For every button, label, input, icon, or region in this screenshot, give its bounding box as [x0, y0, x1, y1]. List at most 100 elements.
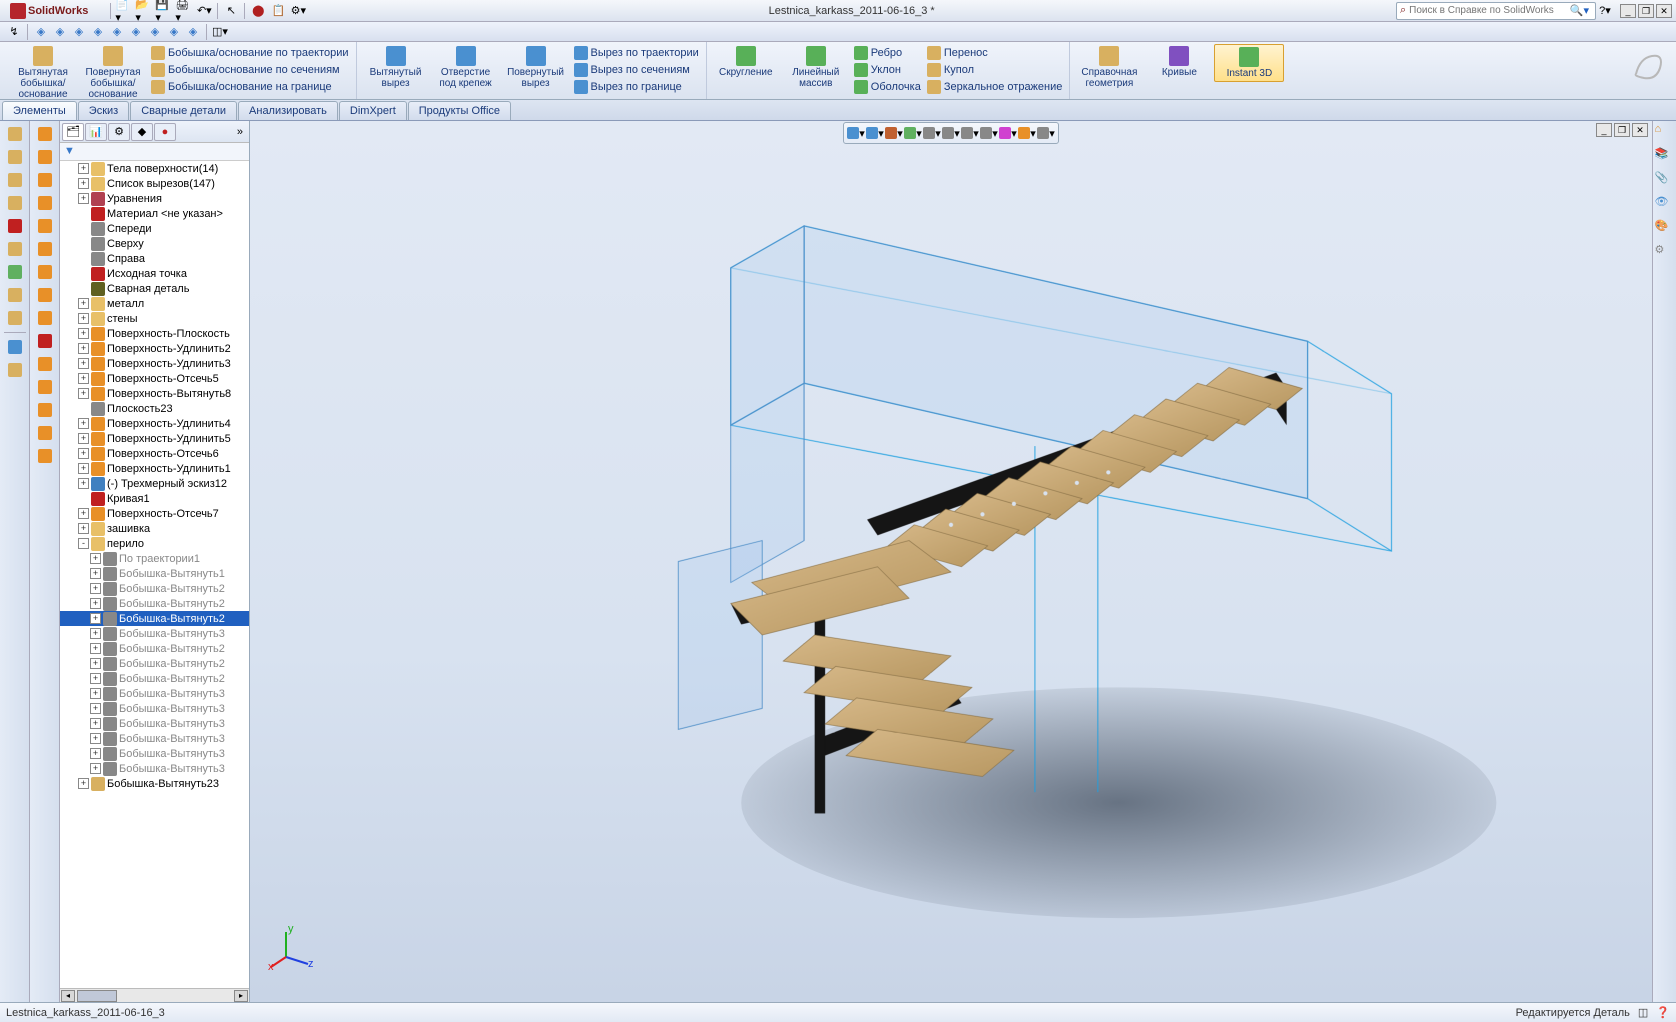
expand-icon[interactable]: + — [90, 688, 101, 699]
command-tab[interactable]: Эскиз — [78, 101, 129, 120]
dropdown-icon[interactable]: ◫▾ — [212, 24, 228, 40]
expand-icon[interactable] — [78, 403, 89, 414]
expand-icon[interactable]: + — [78, 178, 89, 189]
tree-item[interactable]: + Бобышка-Вытянуть3 — [60, 626, 249, 641]
tree-item[interactable]: + Поверхность-Вытянуть8 — [60, 386, 249, 401]
open-file-icon[interactable]: 📂▾ — [135, 2, 153, 20]
tree-item[interactable]: + Поверхность-Отсечь7 — [60, 506, 249, 521]
search-input[interactable] — [1409, 5, 1570, 16]
ribbon-button[interactable]: Вырез по границе — [571, 78, 702, 95]
ribbon-button[interactable]: Отверстие под крепеж — [431, 44, 501, 91]
ribbon-button[interactable]: Оболочка — [851, 78, 924, 95]
tree-item[interactable]: + Тела поверхности(14) — [60, 161, 249, 176]
new-file-icon[interactable]: 📄▾ — [115, 2, 133, 20]
expand-icon[interactable]: + — [78, 523, 89, 534]
tree-item[interactable]: + Бобышка-Вытянуть2 — [60, 671, 249, 686]
tree-item[interactable]: + Бобышка-Вытянуть2 — [60, 581, 249, 596]
tree-item[interactable]: + Бобышка-Вытянуть1 — [60, 566, 249, 581]
ribbon-button[interactable]: Перенос — [924, 44, 1066, 61]
tree-item[interactable]: + Бобышка-Вытянуть23 — [60, 776, 249, 791]
tool-icon[interactable] — [4, 123, 26, 145]
command-tab[interactable]: Продукты Office — [408, 101, 511, 120]
expand-icon[interactable]: + — [78, 193, 89, 204]
home-icon[interactable]: ⌂ — [1655, 123, 1675, 143]
clip-icon[interactable]: 📎 — [1655, 171, 1675, 191]
cube-icon[interactable]: ◈ — [90, 24, 106, 40]
config-tab[interactable]: ⚙ — [108, 123, 130, 141]
cube-icon[interactable]: ◈ — [185, 24, 201, 40]
tool-icon[interactable] — [4, 336, 26, 358]
save-icon[interactable]: 💾▾ — [155, 2, 173, 20]
tree-item[interactable]: + Поверхность-Удлинить3 — [60, 356, 249, 371]
expand-icon[interactable]: + — [78, 373, 89, 384]
status-icon[interactable]: ❓ — [1656, 1006, 1670, 1019]
tool-icon[interactable] — [4, 261, 26, 283]
expand-icon[interactable] — [78, 283, 89, 294]
tool-icon[interactable] — [4, 146, 26, 168]
cube-icon[interactable]: ◈ — [33, 24, 49, 40]
tool-icon[interactable] — [34, 261, 56, 283]
minimize-button[interactable]: _ — [1620, 4, 1636, 18]
expand-icon[interactable]: + — [78, 778, 89, 789]
tree-item[interactable]: + Поверхность-Удлинить5 — [60, 431, 249, 446]
tool-icon[interactable] — [34, 192, 56, 214]
expand-icon[interactable]: + — [78, 433, 89, 444]
expand-icon[interactable]: + — [90, 613, 101, 624]
expand-icon[interactable]: + — [90, 553, 101, 564]
tree-item[interactable]: + (-) Трехмерный эскиз12 — [60, 476, 249, 491]
appear-icon[interactable]: 🎨 — [1655, 219, 1675, 239]
tree-item[interactable]: + Бобышка-Вытянуть3 — [60, 761, 249, 776]
tree-item[interactable]: Сварная деталь — [60, 281, 249, 296]
tool-icon[interactable] — [34, 353, 56, 375]
expand-icon[interactable] — [78, 268, 89, 279]
tool-icon[interactable] — [34, 376, 56, 398]
expand-icon[interactable]: + — [90, 658, 101, 669]
cube-icon[interactable]: ◈ — [52, 24, 68, 40]
tab-5[interactable]: ● — [154, 123, 176, 141]
ribbon-button[interactable]: Повернутая бобышка/основание — [78, 44, 148, 102]
options-icon[interactable]: 📋 — [269, 2, 287, 20]
ribbon-button[interactable]: Бобышка/основание по траектории — [148, 44, 352, 61]
select-icon[interactable]: ↖ — [222, 2, 240, 20]
tool-icon[interactable] — [34, 307, 56, 329]
expand-icon[interactable]: + — [78, 313, 89, 324]
ribbon-button[interactable]: Вытянутый вырез — [361, 44, 431, 91]
cube-icon[interactable]: ◈ — [147, 24, 163, 40]
search-go-icon[interactable]: 🔍▾ — [1570, 4, 1589, 17]
ribbon-button[interactable]: Ребро — [851, 44, 924, 61]
ribbon-button[interactable]: Купол — [924, 61, 1066, 78]
filter-icon[interactable]: ▼ — [64, 145, 78, 159]
undo-icon[interactable]: ↶▾ — [195, 2, 213, 20]
expand-icon[interactable]: + — [78, 508, 89, 519]
tool-icon[interactable] — [34, 215, 56, 237]
tool-icon[interactable] — [4, 307, 26, 329]
tree-item[interactable]: + Поверхность-Отсечь6 — [60, 446, 249, 461]
expand-icon[interactable]: + — [78, 328, 89, 339]
tree-item[interactable]: + зашивка — [60, 521, 249, 536]
feature-tree-tab[interactable]: 🗂 — [62, 123, 84, 141]
tree-item[interactable]: + Поверхность-Удлинить4 — [60, 416, 249, 431]
expand-icon[interactable]: + — [78, 388, 89, 399]
tool-icon[interactable] — [34, 146, 56, 168]
tree-item[interactable]: + Бобышка-Вытянуть3 — [60, 701, 249, 716]
expand-icon[interactable]: + — [78, 478, 89, 489]
ribbon-button[interactable]: Instant 3D — [1214, 44, 1284, 82]
tree-item[interactable]: - перило — [60, 536, 249, 551]
expand-icon[interactable]: + — [90, 763, 101, 774]
tree-item[interactable]: Сверху — [60, 236, 249, 251]
tool-icon[interactable] — [34, 422, 56, 444]
property-tab[interactable]: 📊 — [85, 123, 107, 141]
status-icon[interactable]: ◫ — [1638, 1006, 1648, 1019]
tree-item[interactable]: + Бобышка-Вытянуть3 — [60, 746, 249, 761]
library-icon[interactable]: 📚 — [1655, 147, 1675, 167]
command-tab[interactable]: Анализировать — [238, 101, 338, 120]
tool-icon[interactable] — [34, 330, 56, 352]
ribbon-button[interactable]: Вырез по траектории — [571, 44, 702, 61]
tree-item[interactable]: + Список вырезов(147) — [60, 176, 249, 191]
expand-icon[interactable]: - — [78, 538, 89, 549]
tree-item[interactable]: + Поверхность-Плоскость — [60, 326, 249, 341]
expand-icon[interactable]: + — [90, 643, 101, 654]
cube-icon[interactable]: ◈ — [109, 24, 125, 40]
tool-icon[interactable] — [4, 169, 26, 191]
expand-icon[interactable]: + — [90, 673, 101, 684]
